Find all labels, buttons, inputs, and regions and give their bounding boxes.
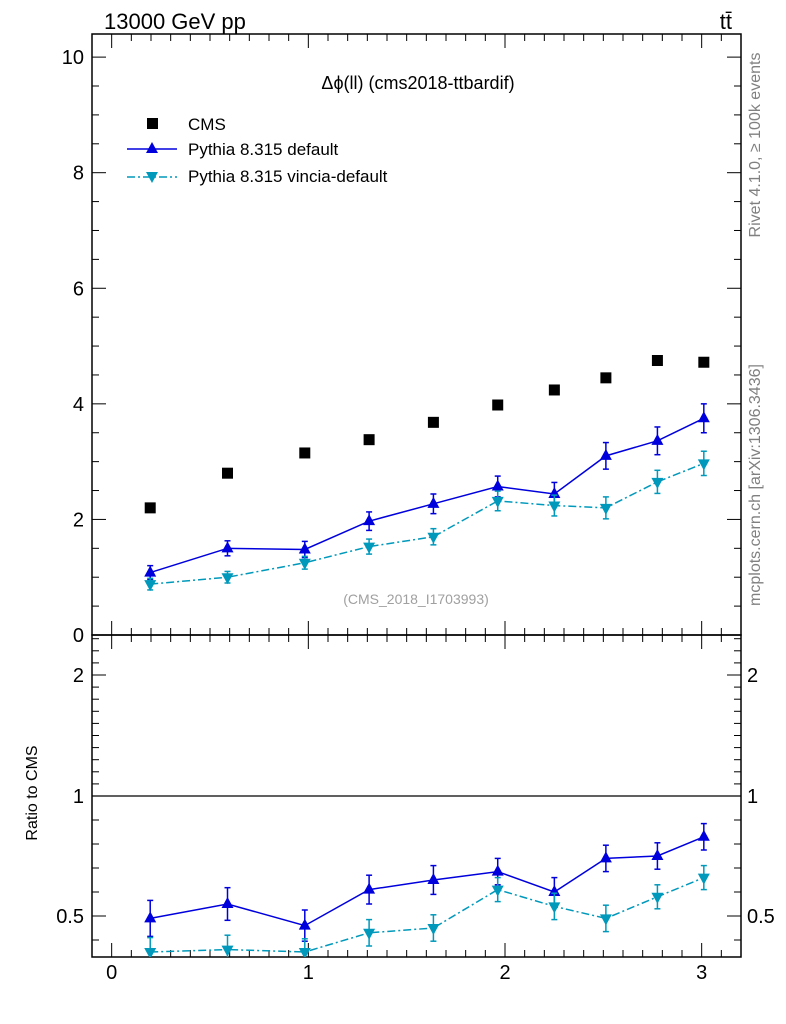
legend-label-cms: CMS xyxy=(188,115,226,134)
legend-marker-cms xyxy=(147,118,158,129)
ratio-default-point xyxy=(298,918,311,930)
ratio-default-point xyxy=(599,851,612,863)
x-tick-label: 0 xyxy=(106,962,117,984)
ratio-default-point xyxy=(697,829,710,841)
cms-point xyxy=(144,502,156,514)
cms-point xyxy=(427,416,439,428)
watermark: (CMS_2018_I1703993) xyxy=(343,591,489,607)
default-point xyxy=(427,496,440,508)
ratio-default-point xyxy=(491,864,504,876)
cms-point xyxy=(299,447,311,459)
cms-point xyxy=(548,384,560,396)
energy-label: 13000 GeV pp xyxy=(104,9,246,34)
vincia-point xyxy=(697,459,710,471)
ratio-vincia-point xyxy=(651,892,664,904)
ratio-series-group xyxy=(144,822,710,957)
ratio-tick-label: 2 xyxy=(73,665,84,687)
x-tick-label: 3 xyxy=(696,962,707,984)
ratio-vincia-line xyxy=(150,876,705,953)
default-point xyxy=(298,542,311,554)
cms-point xyxy=(492,399,504,411)
vincia-point xyxy=(599,503,612,515)
default-point xyxy=(221,541,234,553)
ratio-vincia-point xyxy=(697,873,710,885)
vincia-point xyxy=(363,542,376,554)
mcplots-label: mcplots.cern.ch [arXiv:1306.3436] xyxy=(747,364,764,606)
ratio-default-point xyxy=(427,873,440,884)
ratio-tick-label-right: 2 xyxy=(747,665,758,687)
y-tick-label: 10 xyxy=(62,47,84,69)
vincia-point xyxy=(144,580,157,592)
vincia-point xyxy=(427,532,440,544)
cms-point xyxy=(651,355,663,367)
ratio-vincia-point xyxy=(221,945,234,957)
cms-point xyxy=(363,434,375,446)
vincia-series-line xyxy=(150,462,705,585)
ratio-tick-label-right: 1 xyxy=(747,786,758,808)
ratio-plot-area: 0 1 2 3 0.5 0.5 1 1 2 2 xyxy=(56,634,775,984)
x-tick-label: 1 xyxy=(303,962,314,984)
vincia-point xyxy=(548,501,561,513)
ratio-vincia-point xyxy=(363,928,376,940)
y-tick-label: 8 xyxy=(73,163,84,185)
chart-title: Δϕ(ll) (cms2018-ttbardif) xyxy=(321,73,514,93)
vincia-point xyxy=(298,558,311,570)
ratio-vincia-point xyxy=(599,914,612,926)
process-label: tt̄ xyxy=(720,9,732,34)
legend-label-default: Pythia 8.315 default xyxy=(188,140,339,159)
ratio-vincia-point xyxy=(298,948,311,957)
cms-point xyxy=(698,356,710,368)
cms-point xyxy=(600,372,612,384)
ratio-vincia-point xyxy=(427,924,440,935)
default-point xyxy=(491,479,504,491)
default-point xyxy=(697,411,710,423)
default-point xyxy=(363,514,376,526)
ratio-default-point xyxy=(144,911,157,923)
default-point xyxy=(144,565,157,577)
ratio-default-line xyxy=(150,836,705,927)
ratio-tick-label: 0.5 xyxy=(56,906,84,928)
y-tick-label: 6 xyxy=(73,278,84,300)
vincia-point xyxy=(651,477,664,489)
ratio-vincia-point xyxy=(144,948,157,957)
ratio-ylabel: Ratio to CMS xyxy=(24,745,41,840)
y-tick-label: 4 xyxy=(73,394,84,416)
ratio-tick-label: 1 xyxy=(73,786,84,808)
ratio-default-point xyxy=(651,849,664,860)
default-series-line xyxy=(149,417,705,574)
legend: CMS Pythia 8.315 default Pythia 8.315 vi… xyxy=(127,115,388,186)
rivet-label: Rivet 4.1.0, ≥ 100k events xyxy=(747,53,764,238)
ratio-tick-label-right: 0.5 xyxy=(747,906,775,928)
default-point xyxy=(651,433,664,445)
y-tick-label: 2 xyxy=(73,509,84,531)
cms-point xyxy=(222,467,234,479)
legend-label-vincia: Pythia 8.315 vincia-default xyxy=(188,167,388,186)
legend-marker-default xyxy=(146,142,158,153)
default-point xyxy=(599,448,612,460)
vincia-point xyxy=(491,496,504,508)
ratio-default-point xyxy=(221,897,234,908)
legend-marker-vincia xyxy=(146,172,158,183)
ratio-default-point xyxy=(363,882,376,894)
y-tick-label: 0 xyxy=(73,625,84,647)
ratio-vincia-point xyxy=(548,902,561,914)
main-plot-area: 0 2 4 6 8 10 xyxy=(62,33,742,647)
ratio-vincia-point xyxy=(491,885,504,897)
x-tick-label: 2 xyxy=(499,962,510,984)
vincia-point xyxy=(221,573,234,585)
